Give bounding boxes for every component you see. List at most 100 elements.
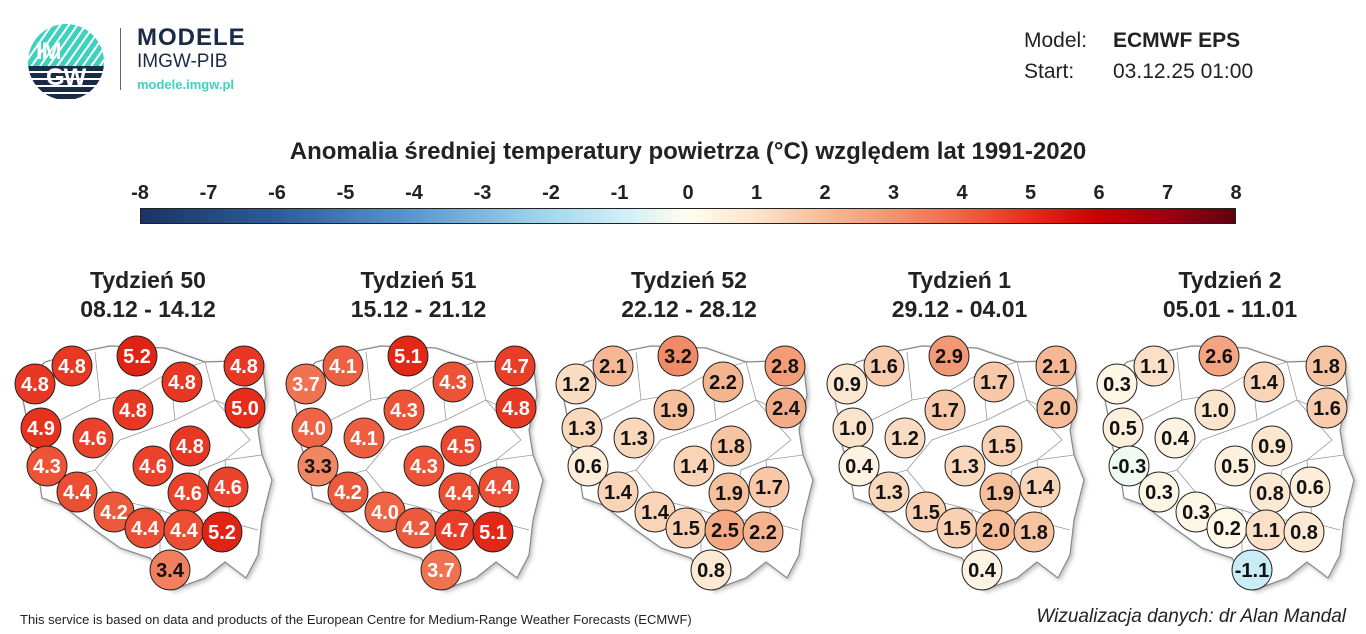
chart-title: Anomalia średniej temperatury powietrza … <box>289 138 1087 165</box>
anomaly-value: 1.8 <box>1020 522 1048 544</box>
imgw-logo: IM GW <box>28 24 104 100</box>
week-header: Tydzień 52 22.12 - 28.12 <box>554 266 824 324</box>
region-anomaly-bubble: 4.8 <box>223 345 265 387</box>
region-anomaly-bubble: 2.8 <box>764 345 806 387</box>
region-anomaly-bubble: 1.7 <box>973 361 1014 403</box>
anomaly-value: 2.5 <box>711 520 739 542</box>
anomaly-value: 4.4 <box>485 477 514 499</box>
anomaly-value: 0.6 <box>1296 477 1324 499</box>
region-anomaly-bubble: 4.8 <box>14 363 56 405</box>
colorbar-tick-label: 8 <box>1230 182 1242 204</box>
anomaly-value: 4.0 <box>298 418 326 440</box>
anomaly-circle <box>555 363 597 405</box>
anomaly-value: 1.0 <box>1201 400 1229 422</box>
week-dates: 08.12 - 14.12 <box>80 296 216 322</box>
anomaly-value: 0.6 <box>574 456 602 478</box>
anomaly-value: 4.8 <box>502 398 530 420</box>
week-dates: 22.12 - 28.12 <box>621 296 757 322</box>
region-anomaly-bubble: 1.7 <box>924 389 965 431</box>
colorbar-tick-label: -7 <box>199 182 218 204</box>
week-dates: 29.12 - 04.01 <box>891 296 1028 322</box>
region-anomaly-bubble: 4.3 <box>432 361 473 403</box>
anomaly-circle <box>1019 466 1060 508</box>
region-anomaly-bubble: 1.5 <box>665 507 707 549</box>
anomaly-value: 1.4 <box>641 502 670 524</box>
ecmwf-credit: This service is based on data and produc… <box>20 612 692 627</box>
region-anomaly-bubble: 1.8 <box>1013 511 1054 553</box>
anomaly-circle <box>657 335 699 377</box>
anomaly-circle <box>403 445 444 487</box>
region-anomaly-bubble: -0.3 <box>1108 445 1150 487</box>
start-label: Start: <box>1024 60 1075 83</box>
week-header: Tydzień 1 29.12 - 04.01 <box>825 266 1095 324</box>
anomaly-circle <box>149 549 191 591</box>
anomaly-value: 0.8 <box>1290 522 1318 544</box>
region-anomaly-bubble: 4.8 <box>495 387 536 429</box>
anomaly-value: 3.3 <box>304 456 332 478</box>
anomaly-value: 0.4 <box>1161 428 1190 450</box>
anomaly-circle <box>748 466 790 508</box>
region-anomaly-bubble: 1.2 <box>884 417 925 459</box>
region-anomaly-bubble: 1.4 <box>634 491 676 533</box>
anomaly-circle <box>826 363 867 405</box>
anomaly-value: 2.0 <box>1043 398 1071 420</box>
anomaly-circle <box>1289 466 1331 508</box>
week-name: Tydzień 50 <box>90 267 206 293</box>
region-anomaly-bubble: 1.1 <box>1133 345 1175 387</box>
poland-map: 4.84.8 5.24.84.85.04.84.9 4.6 4.84.3 4.64.4 4… <box>14 335 273 591</box>
region-anomaly-bubble: 0.4 <box>961 549 1002 591</box>
anomaly-value: 4.1 <box>350 428 378 450</box>
anomaly-value: 4.3 <box>390 400 418 422</box>
region-anomaly-bubble: 3.7 <box>420 549 461 591</box>
anomaly-circle <box>495 387 536 429</box>
region-anomaly-bubble: 4.0 <box>291 407 332 449</box>
anomaly-value: 0.3 <box>1182 502 1210 524</box>
anomaly-value: 2.6 <box>1205 346 1233 368</box>
anomaly-circle <box>1214 445 1256 487</box>
anomaly-circle <box>432 361 473 403</box>
anomaly-value: 1.3 <box>875 482 903 504</box>
anomaly-circle <box>673 445 715 487</box>
anomaly-circle <box>285 363 326 405</box>
region-anomaly-bubble: 1.3 <box>561 407 603 449</box>
anomaly-circle <box>1305 345 1347 387</box>
anomaly-circle <box>1198 335 1240 377</box>
region-anomaly-bubble: 1.9 <box>979 472 1020 514</box>
anomaly-value: 1.5 <box>943 518 971 540</box>
colorbar-tick-label: -3 <box>473 182 492 204</box>
region-anomaly-bubble: 1.4 <box>1243 361 1285 403</box>
anomaly-value: 1.5 <box>912 502 940 524</box>
anomaly-value: 5.1 <box>479 522 507 544</box>
region-anomaly-bubble: 4.7 <box>494 345 535 387</box>
region-anomaly-bubble: 4.0 <box>364 491 405 533</box>
region-anomaly-bubble: 4.6 <box>167 472 209 514</box>
anomaly-value: 1.5 <box>988 436 1016 458</box>
region-anomaly-bubble: 0.8 <box>1283 511 1325 553</box>
anomaly-value: 0.3 <box>1145 482 1173 504</box>
brand-url[interactable]: modele.imgw.pl <box>137 77 235 92</box>
anomaly-circle <box>161 361 203 403</box>
colorbar-tick-label: -4 <box>405 182 423 204</box>
anomaly-value: 1.8 <box>717 436 745 458</box>
region-anomaly-bubble: 0.9 <box>1251 425 1293 467</box>
anomaly-value: 4.4 <box>131 518 160 540</box>
region-anomaly-bubble: 4.6 <box>72 417 114 459</box>
poland-map: 3.74.1 5.14.34.74.84.34.0 4.1 4.53.3 4.34.2 4… <box>285 335 544 591</box>
anomaly-circle <box>944 445 985 487</box>
anomaly-value: 5.2 <box>208 522 236 544</box>
anomaly-value: 0.8 <box>697 560 725 582</box>
region-anomaly-bubble: 4.3 <box>26 445 68 487</box>
region-anomaly-bubble: 5.2 <box>201 511 243 553</box>
anomaly-value: 1.6 <box>870 356 898 378</box>
anomaly-circle <box>327 471 368 513</box>
anomaly-circle <box>420 549 461 591</box>
brand-org: IMGW-PIB <box>137 51 228 72</box>
anomaly-value: 1.1 <box>1252 520 1280 542</box>
anomaly-value: 0.4 <box>968 560 997 582</box>
anomaly-circle <box>924 389 965 431</box>
colorbar-tick-label: 3 <box>887 182 900 204</box>
week-dates: 15.12 - 21.12 <box>350 296 487 322</box>
anomaly-value: 1.8 <box>1312 356 1340 378</box>
anomaly-value: 1.0 <box>839 418 867 440</box>
anomaly-value: 4.2 <box>334 482 362 504</box>
